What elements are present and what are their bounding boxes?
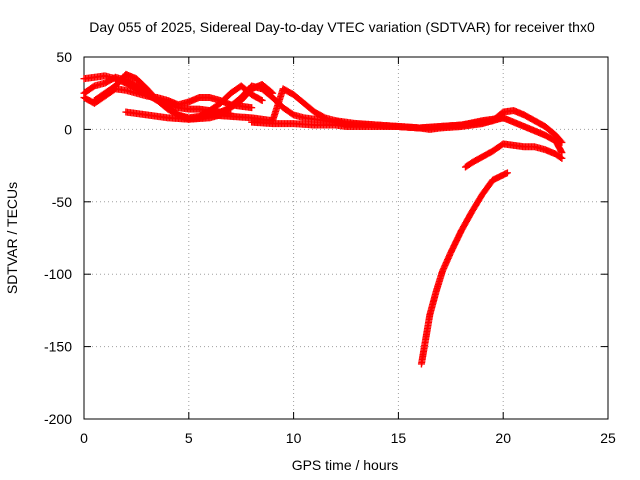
- x-tick-label: 10: [286, 430, 302, 446]
- grid: [84, 57, 608, 419]
- x-tick-label: 5: [185, 430, 193, 446]
- y-tick-label: 50: [56, 49, 72, 65]
- chart-title: Day 055 of 2025, Sidereal Day-to-day VTE…: [89, 19, 595, 35]
- x-tick-label: 20: [495, 430, 511, 446]
- data-point: [257, 96, 265, 104]
- y-axis-label: SDTVAR / TECUs: [4, 182, 20, 294]
- y-tick-label: -150: [44, 339, 72, 355]
- data-point: [248, 104, 256, 112]
- data-series: [80, 70, 566, 368]
- data-point: [258, 96, 266, 104]
- y-tick-label: -50: [52, 194, 72, 210]
- y-tick-label: -100: [44, 266, 72, 282]
- y-tick-label: 0: [64, 121, 72, 137]
- x-tick-label: 0: [80, 430, 88, 446]
- series-track-i: [461, 140, 566, 171]
- axis-ticks: 0 5 10 15 20 25 -200 -150 -100 -50 0 50: [44, 49, 616, 446]
- y-tick-label: -200: [44, 411, 72, 427]
- x-tick-label: 15: [391, 430, 407, 446]
- data-point: [558, 154, 566, 162]
- x-tick-label: 25: [600, 430, 616, 446]
- data-point: [557, 153, 565, 161]
- x-axis-label: GPS time / hours: [292, 457, 399, 473]
- data-point: [503, 169, 511, 177]
- series-track-h: [332, 114, 566, 157]
- plot-frame: [83, 56, 609, 420]
- series-track-j: [417, 169, 511, 368]
